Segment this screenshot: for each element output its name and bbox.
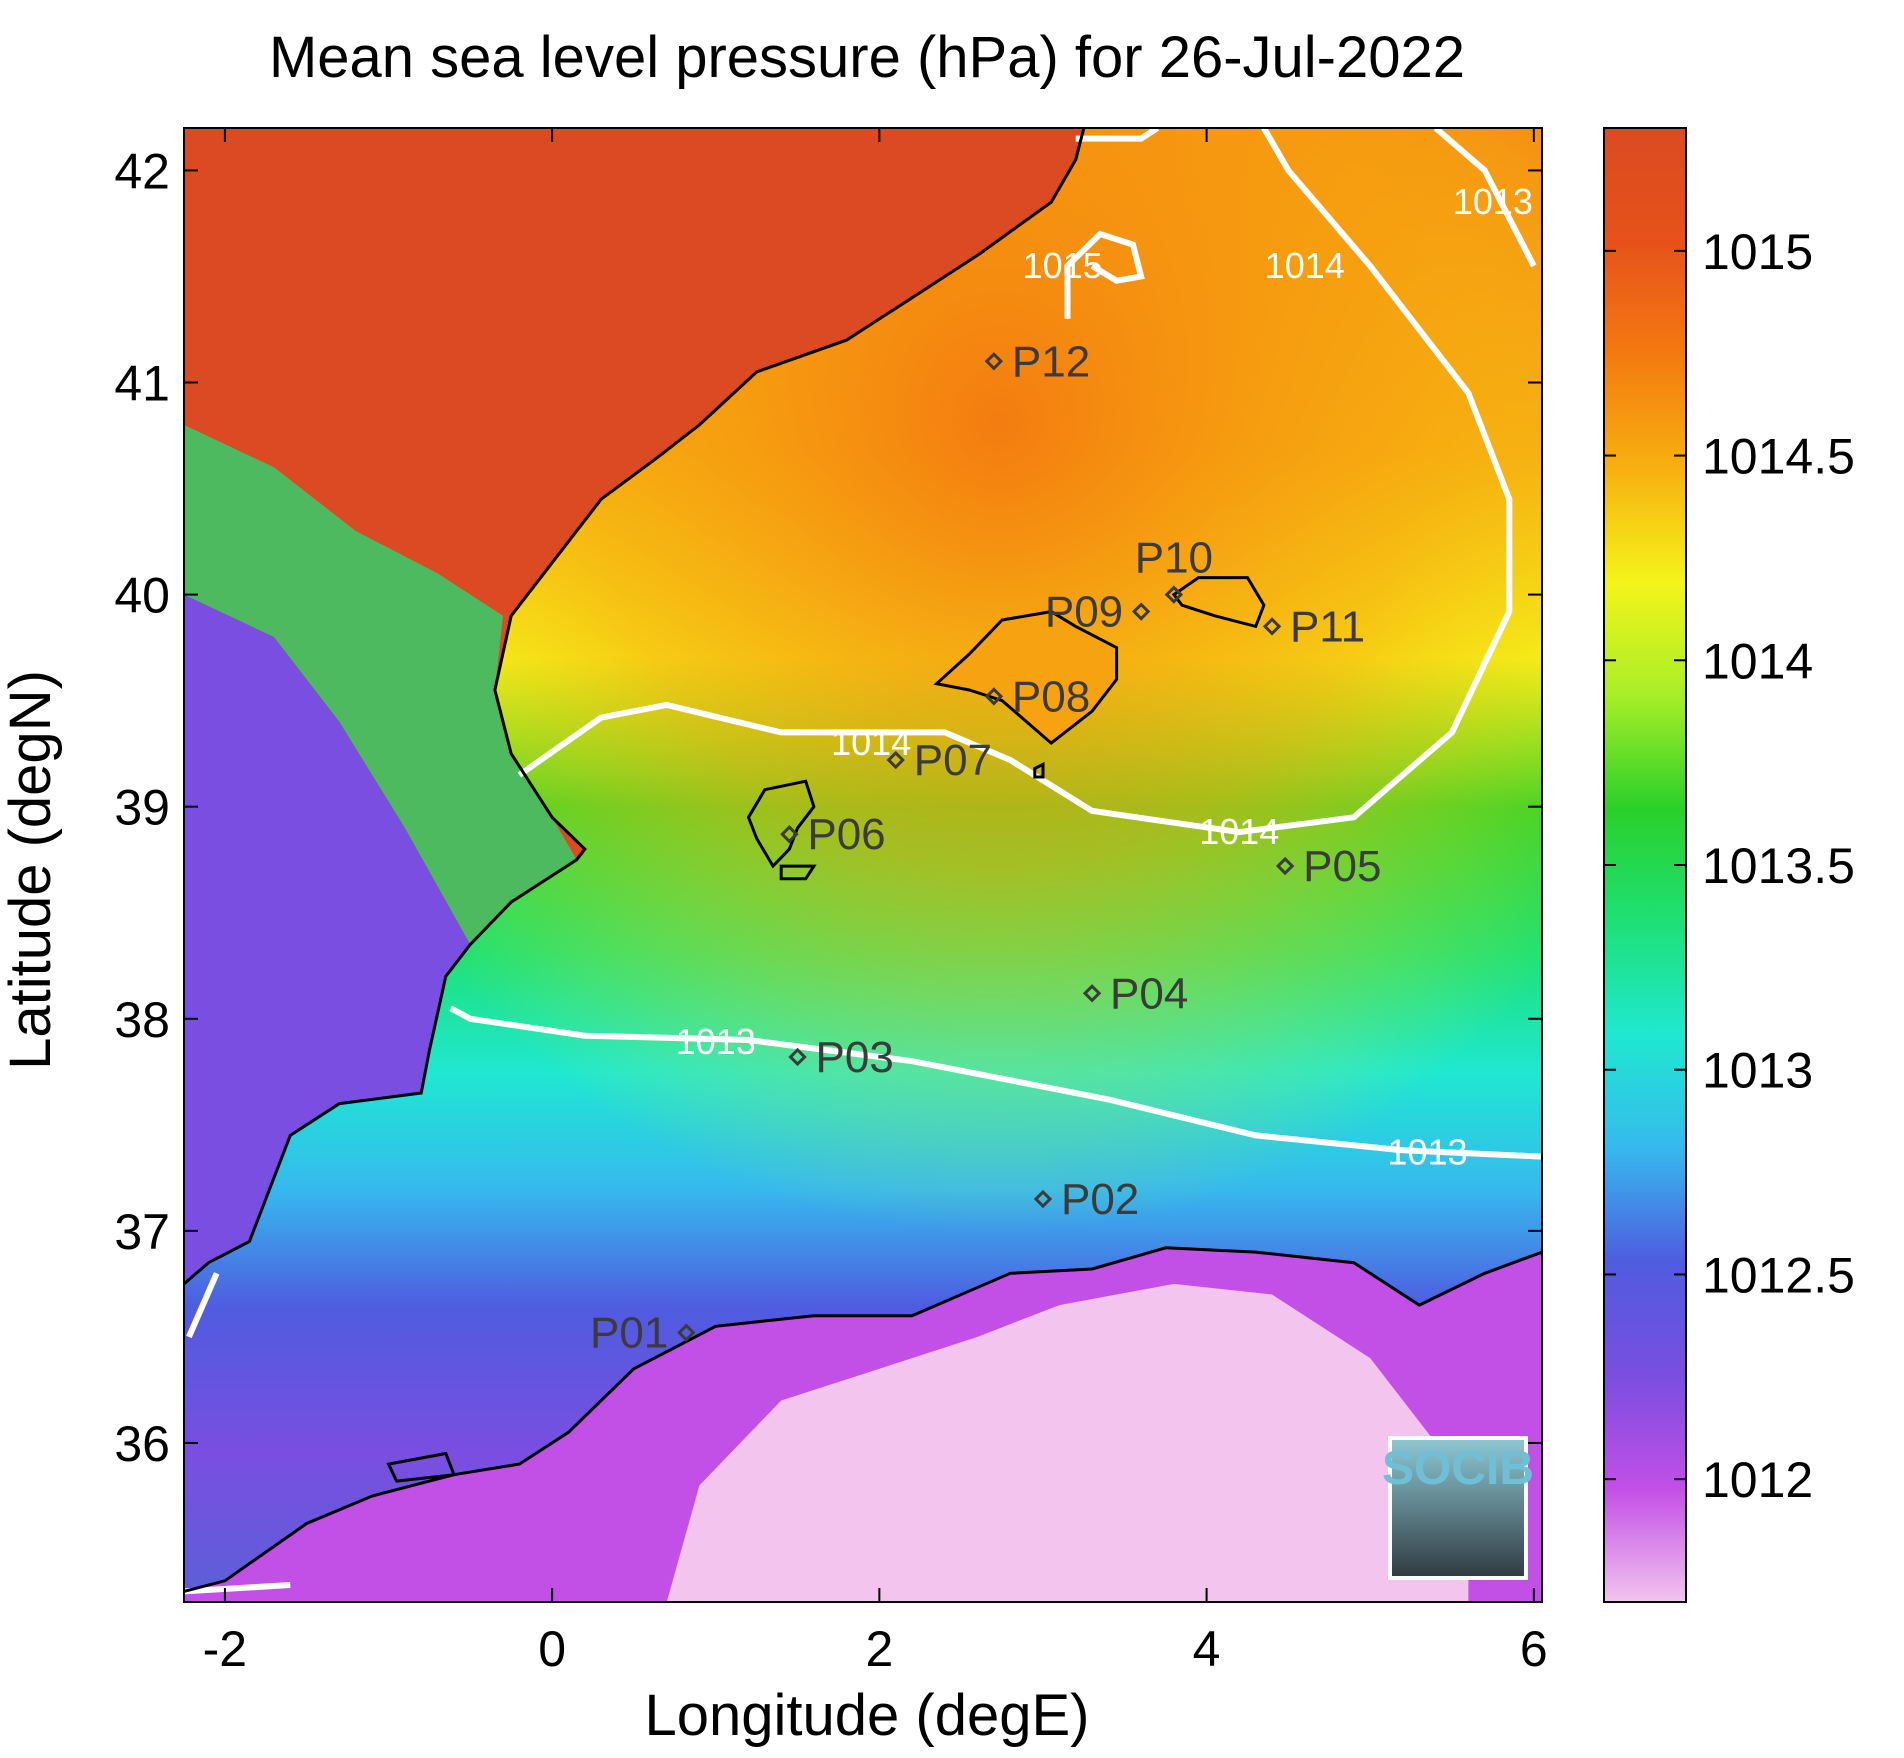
africa-coastline [184, 1246, 1542, 1593]
alboran-coastline [386, 1451, 457, 1483]
station-label: P10 [1135, 534, 1213, 583]
x-tick-label: -2 [203, 1621, 247, 1677]
y-tick-label: 42 [114, 143, 170, 199]
station-marker [1262, 617, 1282, 636]
station-label: P06 [807, 810, 885, 859]
chart-title: Mean sea level pressure (hPa) for 26-Jul… [269, 25, 1465, 90]
station-label: P03 [816, 1033, 894, 1082]
station-label: P05 [1303, 842, 1381, 891]
x-tick-label: 2 [865, 1621, 893, 1677]
station-p12: P12 [984, 337, 1090, 386]
station-label: P08 [1012, 672, 1090, 721]
isobar-line [184, 1582, 291, 1595]
isobar-line [186, 1272, 220, 1339]
y-axis: 36 37 38 39 40 41 42 [114, 143, 1542, 1472]
isobar-label: 1013 [676, 1021, 756, 1062]
colorbar-gradient [1603, 127, 1687, 1603]
africa-low-pressure-field [666, 1283, 1469, 1602]
iberia-south-land-field [184, 594, 471, 1284]
station-p02: P02 [1033, 1175, 1139, 1224]
colorbar: 1012 1012.5 1013 1013.5 1014 1014.5 1015 [1603, 127, 1855, 1603]
station-p03: P03 [788, 1033, 894, 1082]
station-marker [780, 825, 799, 844]
x-tick-label: 4 [1193, 1621, 1221, 1677]
station-label: P02 [1061, 1175, 1139, 1224]
plot-frame [183, 127, 1543, 1603]
station-label: P09 [1045, 588, 1123, 637]
x-axis: -2 0 2 4 6 [203, 128, 1548, 1677]
station-p01: P01 [590, 1309, 696, 1358]
iberia-coastal-band [184, 424, 577, 945]
station-marker [1164, 585, 1184, 604]
isobar-label: 1013 [1387, 1131, 1467, 1172]
socib-logo: SOCIB [1382, 1436, 1534, 1580]
station-p10: P10 [1135, 534, 1213, 604]
isobar-label: 1014 [1265, 245, 1345, 286]
station-marker [1033, 1189, 1053, 1209]
mallorca-island [936, 611, 1117, 744]
station-marker [984, 687, 1004, 706]
station-marker [788, 1047, 807, 1067]
x-tick-label: 0 [538, 1621, 566, 1677]
station-label: P11 [1290, 602, 1365, 651]
isobar-line [449, 1005, 1542, 1160]
station-p08: P08 [984, 672, 1090, 721]
isobar-line [1064, 230, 1145, 319]
station-marker [886, 750, 905, 770]
station-marker [984, 352, 1004, 371]
isobar-line [1075, 128, 1160, 142]
x-axis-label: Longitude (degE) [645, 1683, 1090, 1748]
y-tick-label: 38 [114, 992, 170, 1048]
y-tick-label: 40 [114, 568, 170, 624]
colorbar-ticks: 1012 1012.5 1013 1013.5 1014 1014.5 1015 [1604, 224, 1855, 1508]
station-p07: P07 [886, 736, 992, 785]
menorca-coastline [1171, 576, 1266, 629]
colorbar-tick-label: 1013 [1702, 1043, 1813, 1099]
isobar-line [1433, 128, 1537, 268]
station-label: P01 [590, 1309, 668, 1358]
station-p06: P06 [780, 810, 886, 859]
colorbar-tick-label: 1012.5 [1702, 1247, 1855, 1303]
station-label: P04 [1110, 969, 1188, 1018]
station-p04: P04 [1082, 969, 1188, 1018]
station-label: P12 [1012, 337, 1090, 386]
y-tick-label: 37 [114, 1204, 170, 1260]
station-marker [1275, 856, 1295, 876]
isobar-label: 1013 [1453, 181, 1533, 222]
cabrera-coastline [1033, 761, 1045, 779]
station-p11: P11 [1262, 602, 1365, 651]
isobar-label: 1014 [1199, 811, 1279, 852]
station-label: P07 [914, 736, 992, 785]
y-tick-label: 39 [114, 780, 170, 836]
y-tick-label: 36 [114, 1416, 170, 1472]
iberia-coastline [184, 128, 1086, 1286]
y-tick-label: 41 [114, 356, 170, 412]
colorbar-tick-label: 1013.5 [1702, 838, 1855, 894]
socib-logo-box [1388, 1436, 1528, 1580]
colorbar-tick-label: 1014 [1702, 633, 1813, 689]
isobar-line [517, 128, 1513, 836]
ibiza-coastline [746, 779, 816, 869]
isobar-label: 1015 [1023, 245, 1103, 286]
station-p09: P09 [1045, 588, 1151, 637]
formentera-coastline [779, 864, 817, 881]
station-marker [1082, 984, 1102, 1003]
station-p05: P05 [1275, 842, 1381, 891]
colorbar-tick-label: 1015 [1702, 224, 1813, 280]
colorbar-tick-label: 1014.5 [1702, 429, 1855, 485]
y-axis-label: Latitude (degN) [0, 670, 63, 1070]
station-marker [1131, 602, 1151, 621]
station-marker [677, 1323, 696, 1342]
x-tick-label: 6 [1520, 1621, 1548, 1677]
colorbar-tick-label: 1012 [1702, 1452, 1813, 1508]
socib-logo-text: SOCIB [1382, 1442, 1534, 1495]
